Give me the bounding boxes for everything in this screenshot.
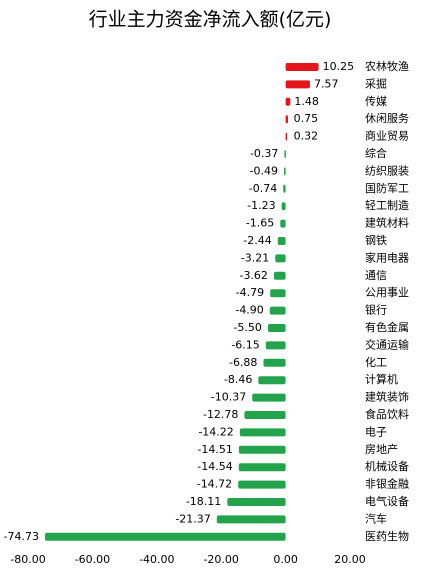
category-label: 传媒 [365, 95, 387, 108]
category-label: 交通运输 [365, 337, 409, 351]
bar [285, 115, 289, 124]
value-label: -1.23 [247, 199, 275, 212]
category-label: 休闲服务 [365, 111, 409, 125]
bar [258, 376, 286, 385]
bar [284, 150, 286, 158]
category-label: 公用事业 [365, 286, 409, 299]
bar [216, 515, 286, 524]
x-tick-label: 20.00 [334, 553, 366, 566]
value-label: -21.37 [175, 512, 210, 525]
value-label: -8.46 [224, 373, 252, 386]
category-label: 电气设备 [365, 494, 409, 508]
category-label: 食品饮料 [365, 407, 409, 421]
category-label: 纺织服装 [365, 163, 409, 177]
value-label: -5.50 [233, 321, 261, 334]
value-label: 7.57 [314, 77, 339, 90]
category-label: 采掘 [365, 76, 387, 90]
x-tick-label: 0.00 [273, 553, 298, 566]
value-label: 1.48 [294, 95, 319, 108]
bar [275, 254, 286, 263]
category-label: 轻工制造 [365, 198, 409, 212]
value-label: -0.49 [250, 164, 278, 177]
value-label: -14.72 [197, 478, 232, 491]
bar [265, 341, 286, 350]
x-tick-label: -20.00 [203, 553, 238, 566]
category-label: 银行 [365, 303, 387, 317]
x-tick-label: -40.00 [139, 553, 174, 566]
value-label: -18.11 [186, 495, 221, 508]
bar [277, 237, 286, 245]
bar [285, 132, 288, 141]
bar [252, 393, 286, 402]
value-label: -4.90 [235, 304, 263, 317]
value-label: -0.74 [249, 182, 277, 195]
bar [244, 411, 286, 419]
bar [285, 63, 319, 71]
value-label: -3.62 [239, 269, 267, 282]
bar [283, 184, 286, 193]
value-label: -2.44 [243, 234, 271, 247]
bar [285, 80, 310, 89]
category-label: 电子 [365, 425, 387, 438]
chart-title: 行业主力资金净流入额(亿元) [89, 9, 332, 31]
category-label: 通信 [365, 269, 387, 282]
bar [281, 202, 286, 211]
category-label: 综合 [365, 146, 387, 160]
category-label: 钢铁 [365, 234, 387, 247]
category-label: 农林牧渔 [365, 59, 409, 73]
value-label: 0.75 [294, 112, 319, 125]
x-tick-label: -60.00 [75, 553, 110, 566]
category-label: 汽车 [365, 511, 387, 525]
value-label: -12.78 [203, 408, 238, 421]
value-label: -3.21 [241, 251, 269, 264]
bar [285, 97, 291, 106]
bar [284, 167, 286, 176]
value-label: -14.54 [197, 460, 232, 473]
bar [267, 324, 286, 332]
category-label: 房地产 [365, 442, 398, 456]
bar [269, 306, 286, 315]
category-label: 家用电器 [365, 250, 409, 264]
category-label: 计算机 [365, 372, 398, 386]
category-label: 医药生物 [365, 529, 409, 543]
value-label: -10.37 [211, 391, 246, 404]
category-label: 商业贸易 [365, 129, 409, 143]
category-label: 化工 [365, 355, 387, 369]
bar [273, 271, 286, 280]
value-label: 10.25 [323, 60, 355, 73]
bar [263, 358, 286, 367]
bar [270, 289, 286, 298]
value-label: -1.65 [246, 217, 274, 230]
bar [238, 463, 286, 472]
bar [238, 480, 286, 489]
value-label: -14.22 [198, 425, 233, 438]
category-label: 建筑材料 [365, 216, 409, 230]
bar [280, 219, 286, 228]
bar [227, 498, 286, 506]
value-label: 0.32 [294, 130, 319, 143]
value-label: -4.79 [236, 286, 264, 299]
value-label: -74.73 [4, 530, 39, 543]
value-label: -0.37 [250, 147, 278, 160]
category-label: 国防军工 [365, 181, 409, 195]
bar [44, 532, 286, 541]
category-label: 建筑装饰 [365, 390, 409, 404]
category-label: 有色金属 [365, 320, 409, 334]
value-label: -6.15 [231, 338, 259, 351]
value-label: -14.51 [197, 443, 232, 456]
bar [239, 428, 286, 437]
category-label: 机械设备 [365, 459, 409, 473]
x-tick-label: -80.00 [10, 553, 45, 566]
value-label: -6.88 [229, 356, 257, 369]
category-label: 非银金融 [365, 477, 409, 491]
bar [238, 445, 286, 454]
